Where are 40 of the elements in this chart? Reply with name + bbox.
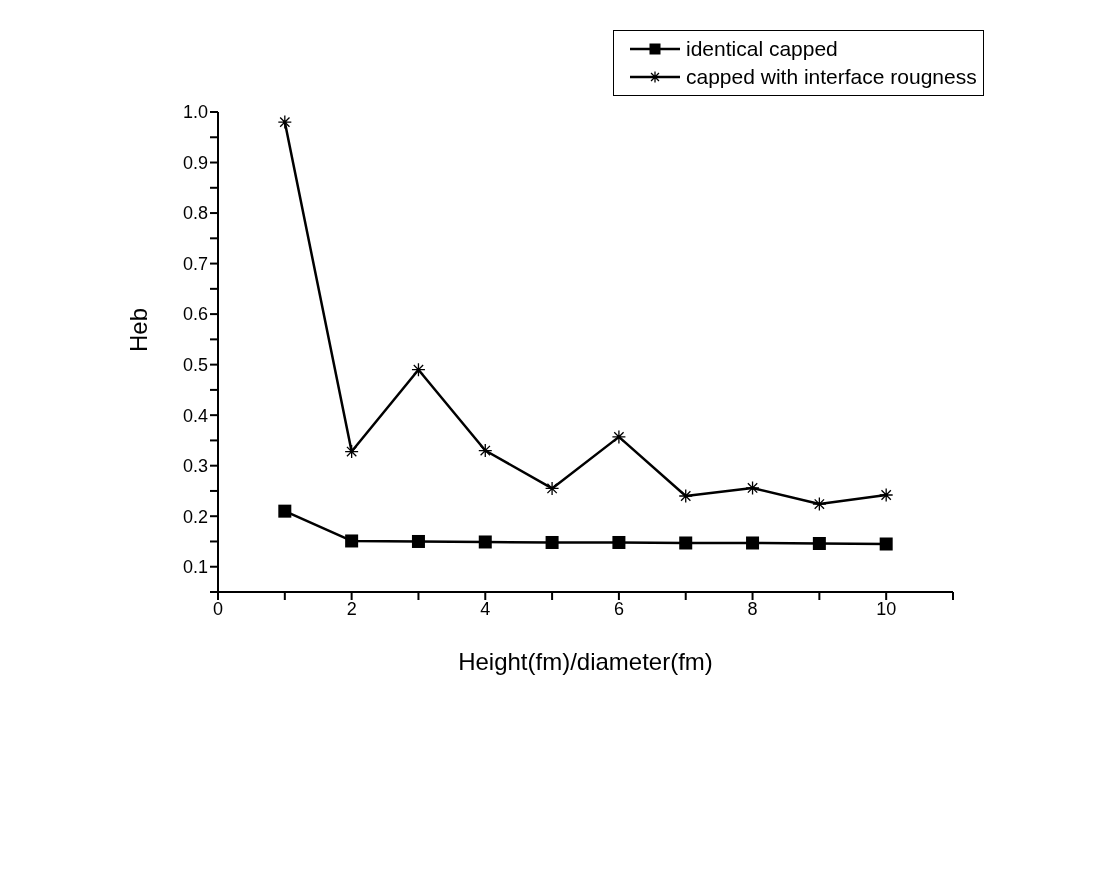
point bbox=[411, 362, 426, 377]
point bbox=[411, 534, 425, 548]
point bbox=[745, 480, 760, 496]
point bbox=[344, 444, 359, 459]
x-tick-label: 10 bbox=[876, 598, 897, 619]
point bbox=[611, 429, 627, 445]
y-tick-label: 1.0 bbox=[182, 102, 208, 123]
x-tick-label: 6 bbox=[613, 598, 624, 619]
y-tick-label: 0.3 bbox=[182, 456, 208, 477]
y-tick-label: 0.8 bbox=[182, 203, 208, 224]
point bbox=[746, 536, 760, 550]
x-axis-title: Height(fm)/diameter(fm) bbox=[458, 648, 713, 675]
x-tick-label: 8 bbox=[747, 598, 758, 619]
point bbox=[812, 496, 827, 512]
legend-label: capped with interface rougness bbox=[686, 64, 977, 90]
point bbox=[879, 487, 894, 503]
x-tick-label: 0 bbox=[212, 598, 224, 619]
point bbox=[612, 535, 626, 549]
y-tick-label: 0.9 bbox=[182, 152, 208, 173]
point bbox=[678, 488, 693, 504]
y-axis-title: Heb bbox=[124, 307, 152, 352]
y-tick-label: 0.6 bbox=[182, 304, 208, 325]
point bbox=[277, 114, 292, 130]
point bbox=[545, 535, 559, 549]
y-tick-label: 0.2 bbox=[182, 506, 208, 527]
x-tick-label: 2 bbox=[346, 598, 357, 619]
y-tick-label: 0.1 bbox=[182, 557, 208, 578]
point bbox=[879, 537, 893, 551]
x-tick-label: 4 bbox=[480, 598, 491, 619]
legend-label: identical capped bbox=[686, 36, 838, 62]
point bbox=[278, 504, 292, 518]
y-tick-label: 0.7 bbox=[182, 253, 208, 274]
point bbox=[478, 443, 493, 458]
point bbox=[345, 534, 359, 548]
point bbox=[812, 537, 826, 550]
point bbox=[544, 481, 560, 496]
y-tick-label: 0.4 bbox=[182, 405, 208, 426]
point bbox=[478, 535, 492, 549]
point bbox=[679, 536, 693, 550]
y-tick-label: 0.5 bbox=[182, 355, 208, 376]
